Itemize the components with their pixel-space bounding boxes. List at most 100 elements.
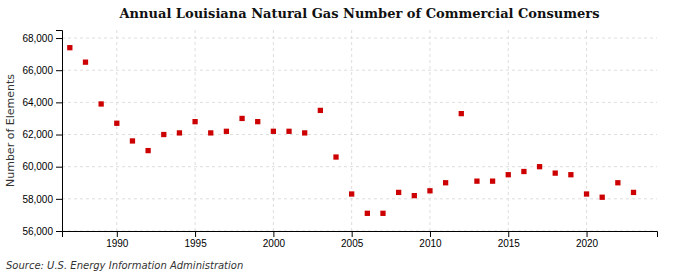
y-tick-label: 60,000 [22,161,53,172]
point [130,138,135,143]
x-tick-label: 1990 [106,238,129,249]
x-grid-line [429,30,430,231]
y-tick: 64,000 [22,97,62,108]
point [365,211,370,216]
y-tick-mark [56,70,62,71]
point [318,108,323,113]
x-tick-label: 2010 [419,238,442,249]
point [474,179,479,184]
point [271,129,276,134]
point [349,191,354,196]
chart-container: 1990 1995 2000 2005 2010 2015 2020 56,000 58,000… [0,0,675,275]
points [67,45,636,216]
point [98,101,103,106]
point [443,180,448,185]
point [459,111,464,116]
x-grid-line [508,30,509,231]
x-grid-line [586,30,587,231]
y-tick-mark [56,102,62,103]
y-tick-mark [56,231,62,232]
x-tick-mark [195,231,196,237]
y-grid-line [62,166,657,167]
point [192,119,197,124]
point [255,119,260,124]
point [177,130,182,135]
y-tick: 60,000 [22,161,62,172]
point [521,169,526,174]
y-tick-mark [56,167,62,168]
y-tick-label: 64,000 [22,97,53,108]
y-tick-label: 56,000 [22,226,53,237]
y-tick: 56,000 [22,226,62,237]
plot-area: 1990 1995 2000 2005 2010 2015 2020 56,000 58,000… [22,30,657,249]
point [83,60,88,65]
point [67,45,72,50]
x-tick: 2020 [576,231,599,249]
point [631,190,636,195]
point [490,179,495,184]
x-tick-mark [117,231,118,237]
point [600,195,605,200]
y-tick-mark [56,135,62,136]
x-grid-line [195,30,196,231]
x-axis-line [63,232,658,238]
x-tick: 2005 [341,231,364,249]
y-tick: 66,000 [22,65,62,76]
x-tick-label: 1995 [184,238,207,249]
y-tick-mark [56,199,62,200]
point [584,191,589,196]
point [506,172,511,177]
point [145,148,150,153]
y-grid-line [62,102,657,103]
x-tick-label: 2005 [341,238,364,249]
point [333,154,338,159]
y-tick: 62,000 [22,129,62,140]
title: Annual Louisiana Natural Gas Number of C… [119,6,600,21]
source-note: Source: U.S. Energy Information Administ… [6,260,243,271]
y-tick-label: 68,000 [22,33,53,44]
y-axis-title: Number of Elements [4,74,17,187]
y-grid-line [62,134,657,135]
x-grid-line [116,30,117,231]
point [396,190,401,195]
point [286,129,291,134]
x-tick: 2000 [263,231,286,249]
x-tick: 1995 [184,231,207,249]
grid [62,30,657,231]
x-tick-mark [508,231,509,237]
x-tick-mark [430,231,431,237]
point [615,180,620,185]
y-tick: 58,000 [22,194,62,205]
x-tick-label: 2000 [263,238,286,249]
y-tick-label: 62,000 [22,129,53,140]
point [568,172,573,177]
point [427,188,432,193]
point [537,164,542,169]
chart-svg: 1990 1995 2000 2005 2010 2015 2020 56,000 58,000… [0,0,675,275]
point [114,121,119,126]
point [224,129,229,134]
x-tick: 2010 [419,231,442,249]
y-tick-label: 66,000 [22,65,53,76]
y-grid-line [62,70,657,71]
x-tick-label: 2020 [576,238,599,249]
y-grid-line [62,198,657,199]
x-tick-mark [352,231,353,237]
y-grid-line [62,38,657,39]
x-tick-mark [273,231,274,237]
x-tick: 1990 [106,231,129,249]
point [412,193,417,198]
y-tick: 68,000 [22,33,62,44]
point [239,116,244,121]
y-axis: 56,000 58,000 60,000 62,000 64,000 66,000 68,0… [22,31,62,237]
x-tick-mark [587,231,588,237]
y-tick-mark [56,38,62,39]
x-axis: 1990 1995 2000 2005 2010 2015 2020 [63,231,658,249]
point [302,130,307,135]
point [208,130,213,135]
point [380,211,385,216]
y-axis-line [56,31,63,232]
x-grid-line [351,30,352,231]
point [553,170,558,175]
x-tick: 2015 [498,231,521,249]
